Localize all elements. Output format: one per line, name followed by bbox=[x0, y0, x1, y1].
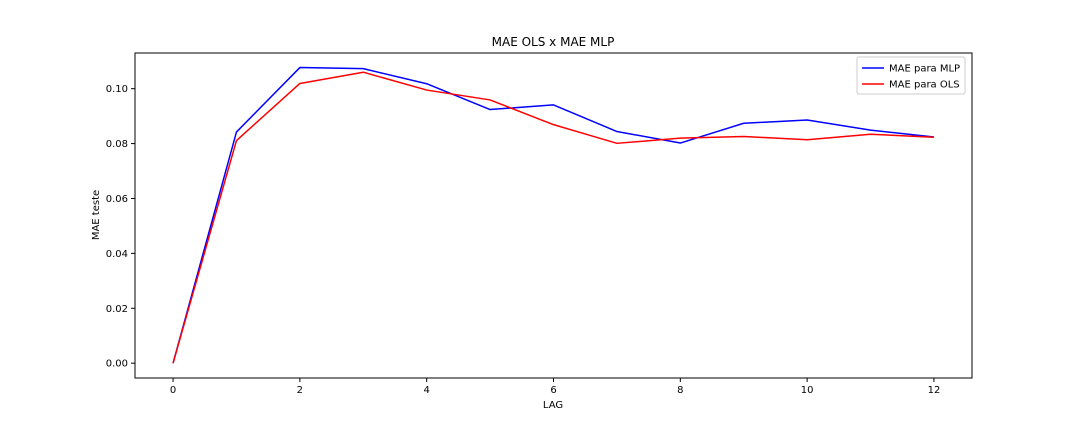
series-line-mlp bbox=[172, 66, 935, 364]
y-tick-label: 0.08 bbox=[106, 139, 128, 150]
x-axis-label: LAG bbox=[543, 400, 563, 411]
x-tick-label: 2 bbox=[297, 385, 303, 396]
legend: MAE para MLP MAE para OLS bbox=[856, 56, 966, 95]
legend-label: MAE para MLP bbox=[889, 64, 960, 75]
y-axis-label: MAE teste bbox=[91, 190, 102, 240]
plot-series bbox=[172, 66, 935, 364]
y-tick-label: 0.06 bbox=[106, 194, 128, 205]
x-tick-label: 6 bbox=[550, 385, 556, 396]
series-line-ols bbox=[172, 71, 934, 364]
y-tick-label: 0.02 bbox=[106, 304, 128, 315]
chart-title: MAE OLS x MAE MLP bbox=[492, 35, 615, 49]
x-tick-label: 4 bbox=[423, 385, 429, 396]
x-tick-label: 8 bbox=[677, 385, 683, 396]
x-tick-label: 10 bbox=[801, 385, 814, 396]
y-axis: 0.00 0.02 0.04 0.06 0.08 0.10 bbox=[106, 84, 135, 370]
y-tick-label: 0.10 bbox=[106, 84, 128, 95]
y-tick-label: 0.00 bbox=[106, 359, 128, 370]
x-tick-label: 0 bbox=[170, 385, 176, 396]
legend-label: MAE para OLS bbox=[889, 80, 960, 91]
x-tick-label: 12 bbox=[928, 385, 941, 396]
y-tick-label: 0.04 bbox=[106, 249, 128, 260]
x-axis: 0 2 4 6 8 10 12 bbox=[170, 378, 940, 396]
plot-frame bbox=[134, 52, 973, 379]
